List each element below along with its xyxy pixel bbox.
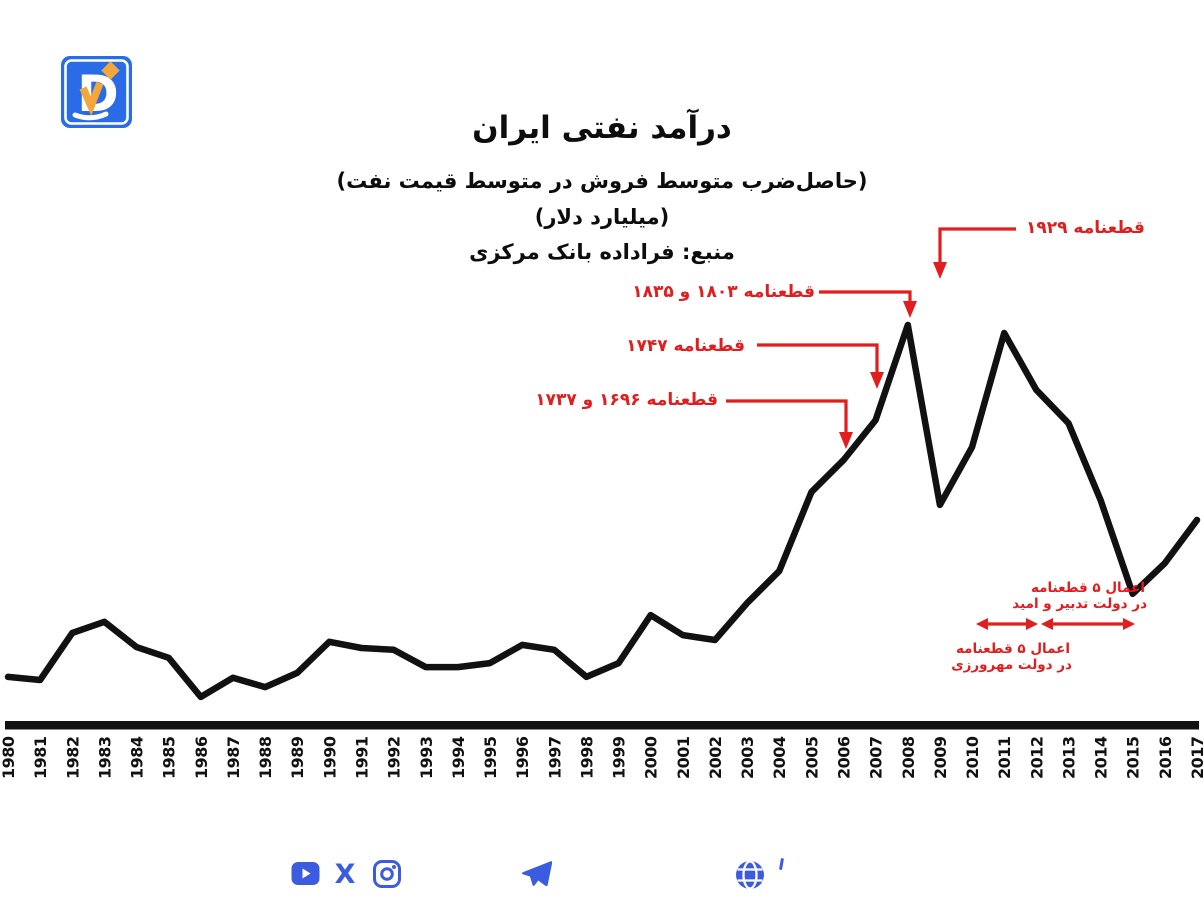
x-tick-label: 1988 (256, 736, 275, 779)
annotation-mehr-government: اعمال ۵ قطعنامه در دولت مهرورزی (951, 641, 1072, 673)
x-tick-label: 1990 (320, 736, 339, 779)
annotation-res-1803-1835: قطعنامه ۱۸۰۳ و ۱۸۳۵ (632, 282, 815, 302)
arrowhead-mehr-left (976, 618, 988, 630)
arrowhead-res-1803-1835 (903, 301, 917, 318)
annotation-mehr-line2: در دولت مهرورزی (951, 656, 1072, 673)
annotation-mehr-line1: اعمال ۵ قطعنامه (955, 641, 1071, 657)
x-tick-label: 1984 (128, 736, 147, 779)
x-tick-label: 1987 (224, 736, 243, 779)
x-tick-label: 2005 (802, 736, 821, 779)
chart-title: درآمد نفتی ایران (472, 110, 732, 146)
youtube-icon[interactable] (291, 860, 320, 891)
x-tick-label: 1986 (192, 736, 211, 779)
oil-revenue-series-line (4, 321, 1201, 701)
annotation-res-1929: قطعنامه ۱۹۲۹ (1026, 218, 1145, 238)
annotation-res-1747: قطعنامه ۱۷۴۷ (626, 336, 745, 356)
chart-subtitle: (حاصل‌ضرب متوسط فروش در متوسط قیمت نفت) (336, 169, 868, 193)
annotation-arrowheads (839, 262, 1135, 630)
x-tick-label: 2003 (738, 736, 757, 779)
x-tick-label: 2004 (770, 736, 789, 779)
x-tick-label: 1981 (31, 736, 50, 779)
telegram-icon[interactable] (521, 860, 553, 892)
x-tick-label: 1997 (545, 736, 564, 779)
site-logo[interactable]: D (61, 56, 132, 128)
arrowhead-res-1747 (870, 372, 884, 389)
arrowhead-res-1696-1737 (839, 432, 853, 449)
x-tick-label: 2012 (1027, 736, 1046, 779)
x-tick-label: 2000 (642, 736, 661, 779)
instagram-icon[interactable] (373, 860, 401, 892)
annotation-tadbir-government: اعمال ۵ قطعنامه در دولت تدبیر و امید (1012, 580, 1147, 612)
x-tick-label: 2014 (1092, 736, 1111, 779)
x-tick-label: 1985 (160, 736, 179, 779)
arrowhead-res-1929 (933, 262, 947, 279)
x-tick-label: 1991 (353, 736, 372, 779)
x-tick-label: 2006 (835, 736, 854, 779)
x-tick-label: 1992 (385, 736, 404, 779)
arrow-res-1696-1737 (726, 399, 848, 434)
svg-text:X: X (335, 860, 356, 887)
x-tick-label: 1980 (0, 736, 18, 779)
globe-icon[interactable] (735, 860, 765, 894)
arrowhead-tadbir-right (1123, 618, 1135, 630)
annotation-tadbir-line1: اعمال ۵ قطعنامه (1030, 580, 1146, 596)
x-tick-label: 1994 (449, 736, 468, 779)
x-tick-label: 2017 (1188, 736, 1204, 779)
arrowhead-mehr-right (1026, 618, 1038, 630)
x-twitter-icon[interactable]: X (333, 859, 357, 891)
x-tick-label: 2010 (963, 736, 982, 779)
annotation-res-1696-1737: قطعنامه ۱۶۹۶ و ۱۷۳۷ (535, 390, 718, 410)
arrow-res-1929 (938, 227, 1016, 264)
x-tick-label: 1996 (513, 736, 532, 779)
x-tick-label: 2011 (995, 736, 1014, 779)
x-tick-label: 2007 (867, 736, 886, 779)
x-tick-label: 1999 (610, 736, 629, 779)
logo-check-icon (79, 81, 104, 116)
x-tick-label: 2013 (1060, 736, 1079, 779)
annotation-arrows (726, 227, 1127, 626)
x-tick-label: 1989 (288, 736, 307, 779)
x-tick-label: 2008 (899, 736, 918, 779)
x-tick-label: 1982 (63, 736, 82, 779)
x-axis-line (5, 721, 1199, 730)
chart-unit-label: (میلیارد دلار) (534, 205, 670, 229)
annotation-tadbir-line2: در دولت تدبیر و امید (1012, 595, 1147, 612)
arrow-res-1803-1835 (819, 290, 912, 303)
x-tick-label: 1998 (577, 736, 596, 779)
x-tick-label: 2016 (1156, 736, 1175, 779)
x-tick-label: 2001 (674, 736, 693, 779)
x-tick-label: 1995 (481, 736, 500, 779)
chart-source: منبع: فراداده بانک مرکزی (469, 240, 735, 264)
x-tick-label: 1993 (417, 736, 436, 779)
x-tick-label: 2015 (1124, 736, 1143, 779)
arrow-res-1747 (757, 343, 879, 374)
logo-diamond-icon (101, 61, 120, 80)
site-logo-graphic: D (61, 56, 132, 128)
logo-inner-border (64, 59, 129, 125)
arrowhead-tadbir-left (1041, 618, 1053, 630)
x-tick-label: 1983 (95, 736, 114, 779)
x-tick-label: 2009 (931, 736, 950, 779)
x-tick-label: 2002 (706, 736, 725, 779)
logo-swash (72, 111, 109, 121)
